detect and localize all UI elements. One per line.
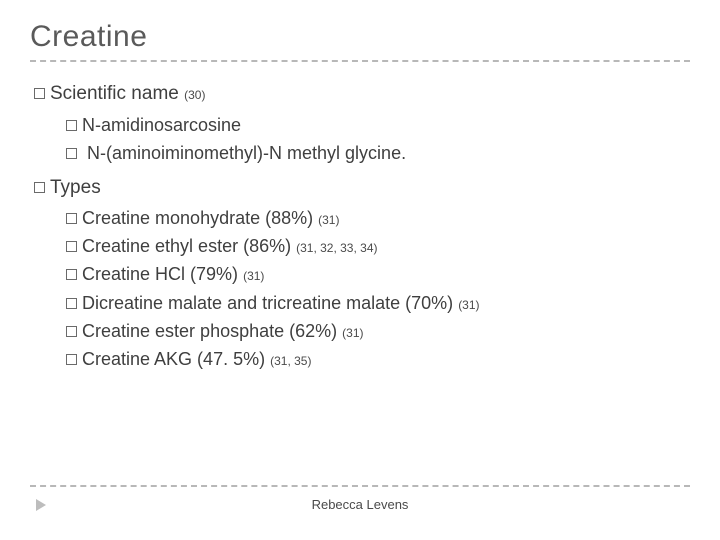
square-bullet-icon	[34, 88, 45, 99]
reference-note: (30)	[184, 88, 205, 102]
slide-content: Scientific name (30) N-amidinosarcosine …	[30, 80, 690, 372]
list-item: Dicreatine malate and tricreatine malate…	[66, 290, 690, 316]
list-item-text: Creatine ester phosphate (62%)	[82, 321, 337, 341]
section-types: Types	[34, 174, 690, 202]
square-bullet-icon	[66, 120, 77, 131]
list-item: Creatine HCl (79%) (31)	[66, 261, 690, 287]
section-scientific-name: Scientific name (30)	[34, 80, 690, 108]
list-item: Creatine monohydrate (88%) (31)	[66, 205, 690, 231]
section-heading-text: Types	[50, 177, 101, 198]
square-bullet-icon	[66, 148, 77, 159]
square-bullet-icon	[66, 213, 77, 224]
list-item-text: N-amidinosarcosine	[82, 115, 241, 135]
list-item-text: Dicreatine malate and tricreatine malate…	[82, 293, 453, 313]
reference-note: (31)	[318, 213, 339, 227]
square-bullet-icon	[34, 182, 45, 193]
slide-footer: Rebecca Levens	[30, 485, 690, 512]
reference-note: (31, 35)	[270, 354, 311, 368]
section-heading-text: Scientific name	[50, 83, 179, 104]
list-item-text: Creatine monohydrate (88%)	[82, 208, 313, 228]
list-item: N-amidinosarcosine	[66, 112, 690, 138]
reference-note: (31)	[243, 269, 264, 283]
arrow-right-icon	[36, 499, 46, 511]
square-bullet-icon	[66, 298, 77, 309]
list-item-text: N-(aminoiminomethyl)-N methyl glycine.	[82, 143, 406, 163]
slide: Creatine Scientific name (30) N-amidinos…	[0, 0, 720, 540]
list-item: Creatine ethyl ester (86%) (31, 32, 33, …	[66, 233, 690, 259]
list-item: Creatine AKG (47. 5%) (31, 35)	[66, 346, 690, 372]
footer-author: Rebecca Levens	[312, 497, 409, 512]
list-item-text: Creatine HCl (79%)	[82, 264, 238, 284]
list-item: N-(aminoiminomethyl)-N methyl glycine.	[66, 140, 690, 166]
square-bullet-icon	[66, 269, 77, 280]
list-item: Creatine ester phosphate (62%) (31)	[66, 318, 690, 344]
divider-top	[30, 60, 690, 62]
divider-bottom	[30, 485, 690, 487]
slide-title: Creatine	[30, 20, 690, 54]
square-bullet-icon	[66, 354, 77, 365]
list-item-text: Creatine ethyl ester (86%)	[82, 236, 291, 256]
reference-note: (31, 32, 33, 34)	[296, 241, 377, 255]
reference-note: (31)	[458, 298, 479, 312]
square-bullet-icon	[66, 241, 77, 252]
footer-row: Rebecca Levens	[30, 497, 690, 512]
list-item-text: Creatine AKG (47. 5%)	[82, 349, 265, 369]
reference-note: (31)	[342, 326, 363, 340]
square-bullet-icon	[66, 326, 77, 337]
